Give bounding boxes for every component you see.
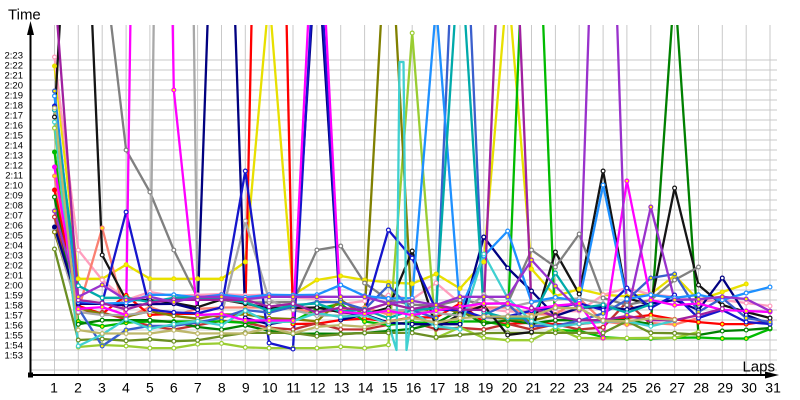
svg-text:19: 19 [478,380,494,396]
svg-text:2:14: 2:14 [5,140,24,151]
svg-text:28: 28 [693,380,709,396]
svg-text:2:04: 2:04 [5,240,24,251]
svg-text:2:22: 2:22 [5,60,24,71]
svg-text:21: 21 [526,380,542,396]
svg-text:2:00: 2:00 [5,280,24,291]
svg-text:12: 12 [310,380,326,396]
svg-text:2:20: 2:20 [5,80,24,91]
svg-text:11: 11 [286,380,301,396]
svg-text:Time: Time [8,7,41,24]
svg-text:14: 14 [358,380,374,396]
svg-text:18: 18 [454,380,470,396]
svg-text:24: 24 [598,380,614,396]
svg-text:25: 25 [622,380,638,396]
svg-text:2:23: 2:23 [5,50,24,61]
svg-text:2:01: 2:01 [5,270,24,281]
svg-text:1:56: 1:56 [5,320,24,331]
svg-text:2:19: 2:19 [5,90,24,101]
svg-text:2:12: 2:12 [5,160,24,171]
svg-text:4: 4 [122,380,130,396]
svg-text:10: 10 [262,380,278,396]
svg-text:31: 31 [765,380,781,396]
svg-text:22: 22 [550,380,566,396]
svg-text:2:21: 2:21 [5,70,24,81]
svg-text:26: 26 [645,380,661,396]
svg-text:27: 27 [669,380,685,396]
svg-text:15: 15 [382,380,398,396]
svg-text:2:10: 2:10 [5,180,24,191]
svg-text:1:59: 1:59 [5,290,24,301]
svg-text:2:16: 2:16 [5,120,24,131]
svg-text:13: 13 [334,380,350,396]
svg-text:2:02: 2:02 [5,260,24,271]
svg-text:3: 3 [98,380,106,396]
svg-text:2:11: 2:11 [5,170,23,181]
svg-text:1:57: 1:57 [5,310,24,321]
svg-text:Laps: Laps [742,359,775,376]
svg-text:2:15: 2:15 [5,130,24,141]
svg-text:1:58: 1:58 [5,300,24,311]
svg-text:2:13: 2:13 [5,150,24,161]
svg-text:17: 17 [430,380,446,396]
svg-text:1:53: 1:53 [5,350,24,361]
svg-text:2:18: 2:18 [5,100,24,111]
svg-text:9: 9 [242,380,250,396]
svg-text:8: 8 [218,380,226,396]
svg-text:20: 20 [502,380,518,396]
svg-text:6: 6 [170,380,178,396]
svg-text:7: 7 [194,380,202,396]
svg-text:1: 1 [50,380,58,396]
svg-text:2:08: 2:08 [5,200,24,211]
svg-text:5: 5 [146,380,154,396]
svg-text:2:09: 2:09 [5,190,24,201]
svg-text:2:17: 2:17 [5,110,24,121]
svg-text:23: 23 [574,380,590,396]
svg-text:29: 29 [717,380,733,396]
svg-text:2: 2 [74,380,82,396]
svg-text:2:07: 2:07 [5,210,24,221]
svg-text:1:55: 1:55 [5,330,24,341]
svg-text:2:06: 2:06 [5,220,24,231]
svg-text:16: 16 [406,380,422,396]
svg-text:2:05: 2:05 [5,230,24,241]
svg-text:2:03: 2:03 [5,250,24,261]
svg-text:30: 30 [741,380,757,396]
svg-text:1:54: 1:54 [5,340,24,351]
